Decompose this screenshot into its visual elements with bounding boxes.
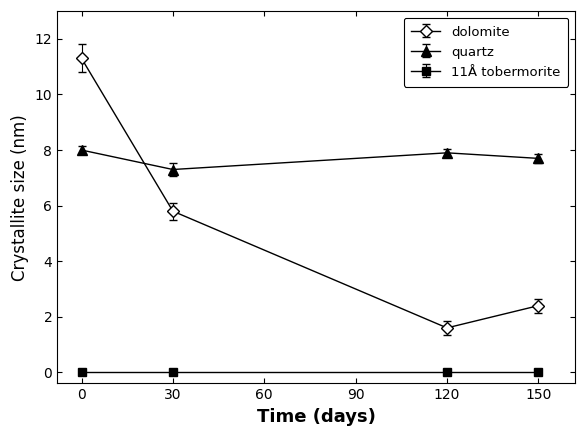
Legend: dolomite, quartz, 11Å tobermorite: dolomite, quartz, 11Å tobermorite [404, 18, 568, 87]
X-axis label: Time (days): Time (days) [257, 408, 376, 426]
Y-axis label: Crystallite size (nm): Crystallite size (nm) [11, 114, 29, 281]
